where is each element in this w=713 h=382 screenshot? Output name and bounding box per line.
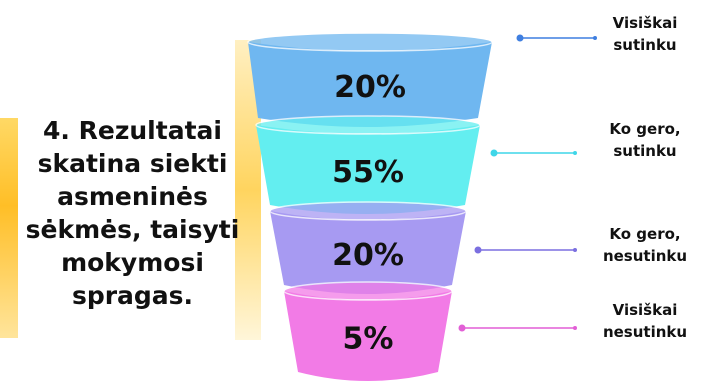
funnel-segment-group: 55% xyxy=(255,115,481,214)
connector-dot xyxy=(573,151,577,155)
funnel-segment-group: 20% xyxy=(247,32,493,127)
category-label: nesutinku xyxy=(603,247,687,265)
funnel-segment-group: 20% xyxy=(269,201,467,294)
funnel-segment xyxy=(284,291,452,381)
connector-dot xyxy=(573,326,577,330)
connector-dot xyxy=(458,324,466,332)
category-label: Visiškai xyxy=(613,14,678,32)
funnel-value-label: 20% xyxy=(332,238,404,273)
category-label: Ko gero, xyxy=(609,225,680,243)
funnel-segment-rim xyxy=(255,115,481,135)
connector-dot xyxy=(490,149,498,157)
funnel-value-label: 20% xyxy=(334,70,406,105)
category-label: nesutinku xyxy=(603,323,687,341)
connector-dot xyxy=(593,36,597,40)
funnel-segment-rim xyxy=(247,32,493,52)
funnel-segment xyxy=(248,42,492,127)
funnel-segment-rim xyxy=(283,281,453,301)
connector-dot xyxy=(474,246,482,254)
category-label: sutinku xyxy=(613,142,676,160)
category-label: Ko gero, xyxy=(609,120,680,138)
funnel-value-label: 5% xyxy=(343,322,394,357)
decorative-stripe-left xyxy=(0,118,18,338)
question-title: 4. Rezultatai skatina siekti asmeninės s… xyxy=(25,116,240,310)
category-label: Visiškai xyxy=(613,301,678,319)
funnel-segment xyxy=(270,211,466,294)
funnel-value-label: 55% xyxy=(332,155,404,190)
category-label: sutinku xyxy=(613,36,676,54)
funnel-segment-rim xyxy=(269,201,467,221)
connector-dot xyxy=(573,248,577,252)
funnel-segment-group: 5% xyxy=(283,281,453,381)
funnel-segment xyxy=(256,125,480,214)
connector-dot xyxy=(516,34,524,42)
